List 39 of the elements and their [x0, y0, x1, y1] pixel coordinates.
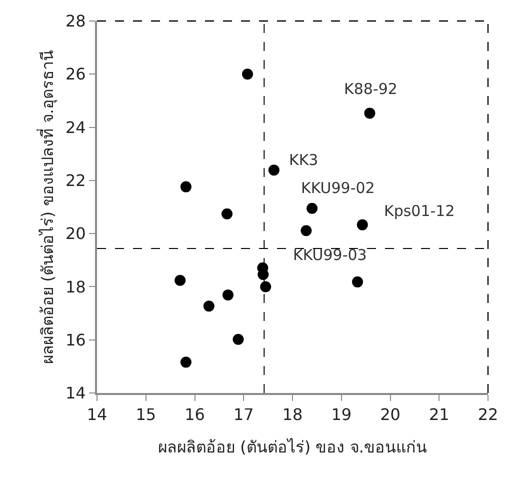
x-tick-label: 15	[136, 405, 156, 424]
point	[232, 334, 244, 345]
annotation: KKU99-02	[301, 179, 375, 197]
point	[364, 108, 376, 119]
point	[174, 274, 186, 286]
x-axis-title: ผลผลิตอ้อย (ตันต่อไร่) ของ จ.ขอนแก่น	[158, 437, 427, 456]
x-tick-label: 19	[331, 405, 352, 424]
annotation: KK3	[289, 151, 318, 169]
point	[242, 68, 254, 80]
y-tick-label: 24	[65, 118, 86, 137]
y-tick-label: 22	[65, 171, 86, 190]
x-tick-label: 16	[184, 405, 205, 424]
point	[268, 164, 280, 176]
point	[260, 281, 272, 292]
point	[222, 208, 233, 220]
y-tick-label: 18	[65, 277, 86, 296]
y-axis-title: ผลผลิตอ้อย (ตันต่อไร่) ของแปลงที่ จ.อุดรธานี	[36, 50, 58, 364]
x-tick-label: 18	[282, 405, 303, 424]
y-tick-label: 20	[65, 224, 86, 244]
y-tick-label: 26	[65, 64, 86, 84]
x-tick-label: 20	[380, 405, 400, 424]
x-tick-label: 21	[428, 405, 450, 424]
x-tick-label: 14	[86, 405, 108, 424]
y-tick-label: 14	[65, 384, 86, 403]
point	[180, 356, 192, 368]
y-tick-label: 16	[65, 330, 86, 350]
annotation: KKU99-03	[293, 246, 367, 264]
annotation: Kps01-12	[384, 202, 455, 220]
point	[180, 181, 192, 192]
point	[203, 300, 214, 312]
x-tick-label: 17	[233, 405, 254, 424]
y-tick-label: 28	[65, 12, 86, 31]
point	[352, 276, 363, 288]
point	[356, 219, 368, 230]
point	[222, 289, 234, 300]
x-tick-label: 22	[478, 405, 498, 424]
annotation: K88-92	[344, 80, 398, 98]
point	[300, 225, 312, 236]
point	[306, 202, 318, 214]
